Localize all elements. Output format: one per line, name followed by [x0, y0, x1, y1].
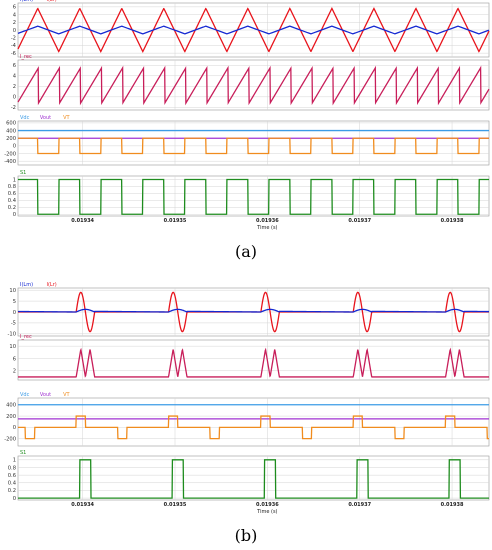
- y-tick-label: -2: [11, 105, 16, 111]
- y-tick-label: 4: [13, 74, 17, 80]
- y-tick-label: 2: [13, 20, 16, 26]
- panel-frame: [17, 339, 490, 381]
- panel-2: 6 4 2 0 -2 I_rec: [11, 54, 490, 111]
- y-tick-label: 1: [13, 177, 16, 183]
- y-tick-label: 6: [13, 356, 16, 362]
- legend-label: I_rec: [20, 334, 32, 340]
- legend-label: VT: [63, 115, 70, 121]
- y-tick-label: 6: [13, 63, 16, 69]
- legend-label: I_rec: [20, 54, 32, 60]
- panel-frame: [17, 120, 490, 166]
- legend-label: Vdc: [20, 115, 30, 121]
- y-tick-label: 0.8: [8, 465, 16, 471]
- series-line: [17, 6, 490, 54]
- series-line: [18, 347, 489, 378]
- y-tick-label: 0: [13, 425, 16, 431]
- y-tick-label: 10: [9, 344, 16, 350]
- y-tick-label: 6: [13, 5, 16, 11]
- y-tick-label: 2: [13, 84, 16, 90]
- y-tick-label: 0: [13, 310, 16, 316]
- y-tick-label: 0: [13, 144, 16, 150]
- y-tick-label: 0.6: [8, 473, 16, 479]
- x-axis-title: Time (s): [256, 225, 277, 231]
- legend-label: I(Lm): [20, 282, 33, 288]
- series-line: [17, 65, 490, 106]
- legend-label: VT: [63, 392, 70, 398]
- x-tick-label: 0.01935: [164, 218, 187, 224]
- series-line: [17, 25, 490, 35]
- series-line: [18, 459, 489, 499]
- y-tick-label: 0.4: [8, 198, 17, 204]
- panel-4: 10.8 0.6 0.40.2 0 S1: [8, 450, 490, 502]
- y-tick-label: 0.2: [8, 205, 16, 211]
- y-tick-label: -200: [4, 436, 16, 442]
- caption-a: (a): [234, 242, 258, 261]
- series-line: [18, 415, 489, 440]
- y-tick-label: 10: [9, 288, 16, 294]
- x-tick-label: 0.01936: [256, 218, 279, 224]
- y-tick-label: -10: [8, 332, 16, 338]
- panel-frame: [17, 397, 490, 447]
- y-tick-label: -4: [11, 43, 17, 49]
- x-tick-label: 0.01938: [441, 502, 464, 508]
- y-tick-label: 0.8: [8, 184, 16, 190]
- x-tick-label: 0.01937: [348, 502, 371, 508]
- panel-2: 10 6 2 I_rec: [9, 334, 490, 381]
- x-tick-label: 0.01934: [71, 218, 94, 224]
- x-tick-label: 0.01936: [256, 502, 279, 508]
- x-tick-label: 0.01938: [441, 218, 464, 224]
- y-tick-label: 400: [6, 403, 16, 409]
- y-tick-label: 200: [6, 414, 16, 420]
- legend-label: Vout: [40, 392, 51, 398]
- panel-4: 10.80.60.40.20 S1: [8, 170, 490, 218]
- legend-label: I(Lr): [47, 282, 57, 288]
- x-tick-label: 0.01935: [164, 502, 187, 508]
- x-axis-title: Time (s): [256, 509, 277, 515]
- y-tick-label: -2: [11, 36, 16, 42]
- y-tick-label: -200: [4, 151, 16, 157]
- x-tick-label: 0.01934: [71, 502, 94, 508]
- series-line: [17, 308, 490, 313]
- y-tick-label: 1: [13, 458, 16, 464]
- legend-label: S1: [20, 170, 26, 176]
- y-tick-label: 0: [13, 212, 16, 218]
- y-tick-label: 0.4: [8, 481, 17, 487]
- series-line: [18, 137, 489, 155]
- caption-b: (b): [234, 526, 258, 545]
- y-tick-label: 200: [6, 136, 16, 142]
- x-tick-label: 0.01937: [348, 218, 371, 224]
- panel-3: 400 200 0 -200 Vdc Vout VT: [4, 392, 490, 447]
- y-tick-label: 4: [13, 12, 17, 18]
- panel-1: 64 2 0 -2-4 -6 I(Lm) I(Lr): [11, 0, 490, 58]
- y-tick-label: 0: [13, 496, 16, 502]
- y-tick-label: 0.2: [8, 488, 16, 494]
- panel-1: 10 5 0 -5 -10 I(Lm) I(Lr): [8, 282, 490, 338]
- y-tick-label: 0: [13, 95, 16, 101]
- panel-frame: [17, 175, 490, 217]
- legend-label: I(Lr): [47, 0, 57, 3]
- legend-label: Vout: [40, 115, 51, 121]
- panel-frame: [17, 59, 490, 111]
- y-tick-label: -400: [4, 159, 16, 165]
- y-tick-label: -6: [11, 51, 16, 57]
- panel-frame: [17, 455, 490, 501]
- y-tick-label: 0.6: [8, 191, 16, 197]
- series-line: [18, 178, 489, 215]
- y-tick-label: 0: [13, 28, 16, 34]
- y-tick-label: 400: [6, 128, 16, 134]
- y-tick-label: 5: [13, 299, 16, 305]
- y-tick-label: 600: [6, 121, 16, 127]
- y-tick-label: 2: [13, 369, 16, 375]
- y-tick-label: -5: [11, 321, 16, 327]
- legend-label: I(Lm): [20, 0, 33, 3]
- legend-label: S1: [20, 450, 26, 456]
- legend-label: Vdc: [20, 392, 30, 398]
